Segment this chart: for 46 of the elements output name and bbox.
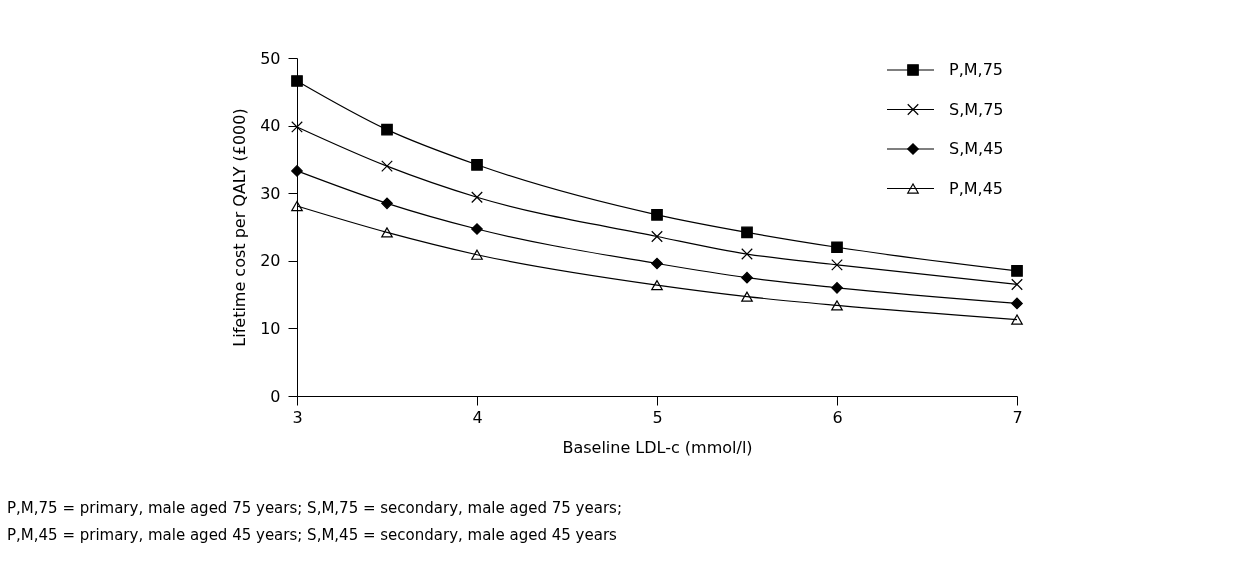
text: P,M,45 = primary, male aged 45 years; S,M,45 = secondary, male aged 45 years [7, 526, 618, 544]
x-tick-label: 5 [652, 407, 663, 427]
point [381, 123, 393, 136]
point [831, 241, 843, 254]
point [291, 165, 303, 177]
y-tick-label: 0 [270, 386, 281, 406]
point [741, 291, 753, 302]
point [381, 160, 393, 172]
point [471, 223, 483, 235]
point [741, 271, 753, 284]
point [831, 300, 843, 311]
point [831, 259, 843, 271]
point [381, 227, 393, 238]
legend-label: P,M,75 [949, 60, 1003, 79]
point [1011, 265, 1023, 277]
point [381, 197, 393, 210]
legend-label: S,M,45 [949, 139, 1004, 158]
x-tick-label: 7 [1012, 407, 1023, 427]
x-tick-label: 6 [832, 407, 843, 427]
x-axis-title: Baseline LDL-c (mmol/l) [562, 437, 753, 457]
text: P,M,75 = primary, male aged 75 years; S,M,75 = secondary, male aged 75 years; [7, 499, 622, 517]
point [741, 226, 753, 239]
legend-label: S,M,75 [949, 99, 1004, 119]
y-tick-label: 40 [260, 116, 281, 136]
y-tick-label: 10 [260, 318, 281, 338]
point [741, 248, 753, 260]
y-tick-label: 50 [260, 48, 281, 68]
point [291, 200, 303, 212]
point [651, 230, 663, 243]
y-tick-label: 30 [260, 183, 281, 203]
point [1011, 278, 1023, 291]
point [651, 280, 663, 291]
point [651, 257, 663, 270]
x-tick-label: 4 [472, 407, 483, 427]
point [1011, 314, 1023, 325]
y-tick-label: 20 [260, 251, 281, 271]
point [651, 208, 663, 221]
point [1011, 297, 1023, 310]
point [831, 282, 843, 294]
y-axis-title: Lifetime cost per QALY (£000) [230, 108, 250, 347]
legend-label: P,M,45 [949, 178, 1003, 198]
point [471, 158, 483, 171]
point [471, 191, 483, 204]
point [291, 75, 303, 87]
point [471, 249, 483, 260]
x-tick-label: 3 [292, 407, 303, 427]
